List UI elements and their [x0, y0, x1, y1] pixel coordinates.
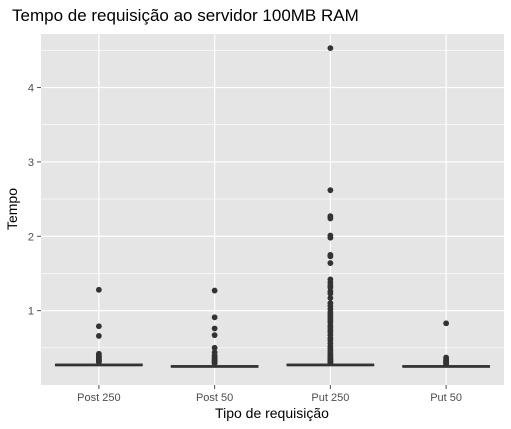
x-tick-label: Post 50: [196, 392, 233, 404]
outlier-point: [327, 253, 334, 260]
plot-panel: [41, 34, 504, 385]
outlier-point: [443, 320, 450, 327]
outlier-point: [95, 359, 102, 365]
y-tick-label: 4: [28, 83, 34, 95]
x-tick-label: Put 250: [311, 392, 349, 404]
x-tick-label: Put 50: [430, 392, 462, 404]
y-tick-label: 2: [28, 231, 34, 243]
x-tick-label: Post 250: [77, 392, 120, 404]
outlier-point: [327, 45, 334, 52]
outlier-point: [327, 187, 334, 194]
outlier-point: [211, 360, 218, 367]
outlier-point: [211, 332, 218, 339]
y-axis: 1 2 3 4: [28, 83, 41, 318]
outlier-point: [327, 359, 334, 366]
panel-background: [41, 34, 504, 385]
x-axis: Post 250 Post 50 Put 250 Put 50: [77, 385, 462, 404]
outlier-point: [211, 325, 218, 332]
outlier-point: [95, 323, 102, 330]
y-tick-label: 3: [28, 157, 34, 169]
outlier-point: [327, 295, 334, 301]
x-axis-title: Tipo de requisição: [215, 405, 329, 421]
outlier-point: [211, 344, 218, 351]
y-tick-label: 1: [28, 306, 34, 318]
chart-title: Tempo de requisição ao servidor 100MB RA…: [12, 6, 359, 25]
outlier-point: [327, 215, 334, 222]
outlier-point: [211, 287, 218, 294]
outlier-point: [327, 290, 334, 297]
outlier-point: [327, 234, 334, 241]
outlier-point: [95, 333, 102, 339]
outlier-point: [95, 286, 102, 293]
outlier-point: [443, 361, 450, 368]
outlier-layer: [95, 45, 450, 368]
outlier-point: [211, 314, 218, 321]
outlier-point: [327, 260, 334, 266]
y-axis-title: Tempo: [4, 188, 20, 230]
